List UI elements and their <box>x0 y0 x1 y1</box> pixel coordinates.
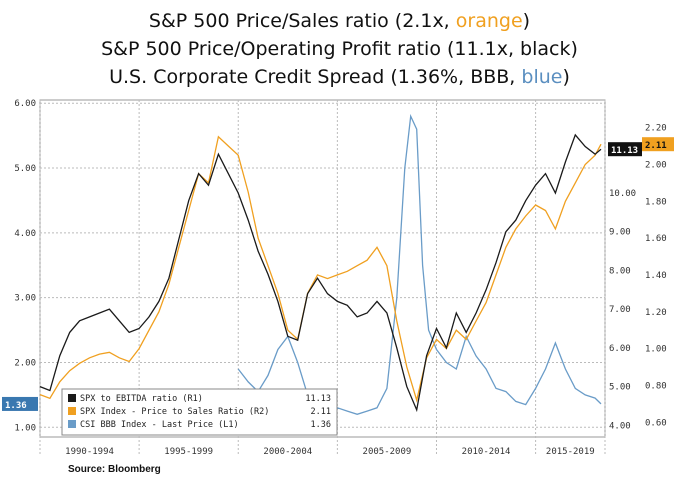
legend-value: 1.36 <box>311 420 331 430</box>
x-axis-tick-label: 1995-1999 <box>164 447 213 457</box>
right-axis-ebitda-tick-label: 9.00 <box>609 228 631 238</box>
legend-label: CSI BBB Index - Last Price (L1) <box>80 420 239 430</box>
left-axis-tick-label: 5.00 <box>14 164 36 174</box>
right-axis-ebitda-tick-label: 7.00 <box>609 305 631 315</box>
right-axis-ps-tick-label: 1.60 <box>645 234 667 244</box>
title-price-operating-profit: S&P 500 Price/Operating Profit ratio (11… <box>101 38 578 60</box>
last-value-tag-bbb-bg <box>2 396 38 411</box>
x-axis-tick-label: 2005-2009 <box>363 447 412 457</box>
legend-box <box>61 388 338 436</box>
x-axis-tick-label: 2000-2004 <box>263 447 312 457</box>
last-value-tag-ebitda-bg <box>608 142 642 157</box>
title-credit-spread: U.S. Corporate Credit Spread (1.36%, BBB… <box>109 66 570 88</box>
series-line-price-sales <box>39 135 602 403</box>
source-note: Source: Bloomberg <box>68 464 161 475</box>
legend-label: SPX to EBITDA ratio (R1) <box>80 394 203 404</box>
right-axis-ebitda-tick-label: 8.00 <box>609 266 631 276</box>
last-value-tag-ps: 2.11 <box>645 141 667 151</box>
right-axis-ps-tick-label: 1.00 <box>645 345 667 355</box>
right-axis-ps-tick-label: 2.20 <box>645 124 667 134</box>
legend-value: 2.11 <box>311 407 331 417</box>
left-axis-tick-label: 3.00 <box>14 294 36 304</box>
right-axis-ps-tick-label: 0.60 <box>645 418 667 428</box>
right-axis-ebitda-tick-label: 10.00 <box>609 189 636 199</box>
x-axis-tick-label: 2015-2019 <box>546 447 595 457</box>
last-value-tag-ps-bg <box>642 137 674 152</box>
legend-swatch <box>68 407 76 415</box>
x-axis-tick-label: 1990-1994 <box>65 447 114 457</box>
right-axis-ps-tick-label: 1.40 <box>645 271 667 281</box>
legend-value: 11.13 <box>305 394 331 404</box>
last-value-tag-ebitda: 11.13 <box>611 146 638 156</box>
right-axis-ps-tick-label: 2.00 <box>645 160 667 170</box>
right-axis-ebitda-tick-label: 5.00 <box>609 383 631 393</box>
right-axis-ebitda-tick-label: 6.00 <box>609 344 631 354</box>
right-axis-ps-tick-label: 0.80 <box>645 381 667 391</box>
left-axis-tick-label: 1.00 <box>14 423 36 433</box>
series-line-ebitda <box>39 133 602 413</box>
legend-swatch <box>68 420 76 428</box>
left-axis-tick-label: 2.00 <box>14 358 36 368</box>
left-axis-tick-label: 4.00 <box>14 229 36 239</box>
right-axis-ps-tick-label: 1.20 <box>645 308 667 318</box>
series-line-bbb-spread <box>237 113 602 416</box>
plot-frame <box>39 99 606 438</box>
right-axis-ebitda-tick-label: 4.00 <box>609 421 631 431</box>
legend-swatch <box>68 394 76 402</box>
last-value-tag-bbb: 1.36 <box>5 401 27 411</box>
x-axis-tick-label: 2010-2014 <box>462 447 511 457</box>
title-price-sales: S&P 500 Price/Sales ratio (2.1x, orange) <box>148 10 531 32</box>
legend-label: SPX Index - Price to Sales Ratio (R2) <box>80 407 269 417</box>
left-axis-tick-label: 6.00 <box>14 99 36 109</box>
right-axis-ps-tick-label: 1.80 <box>645 197 667 207</box>
